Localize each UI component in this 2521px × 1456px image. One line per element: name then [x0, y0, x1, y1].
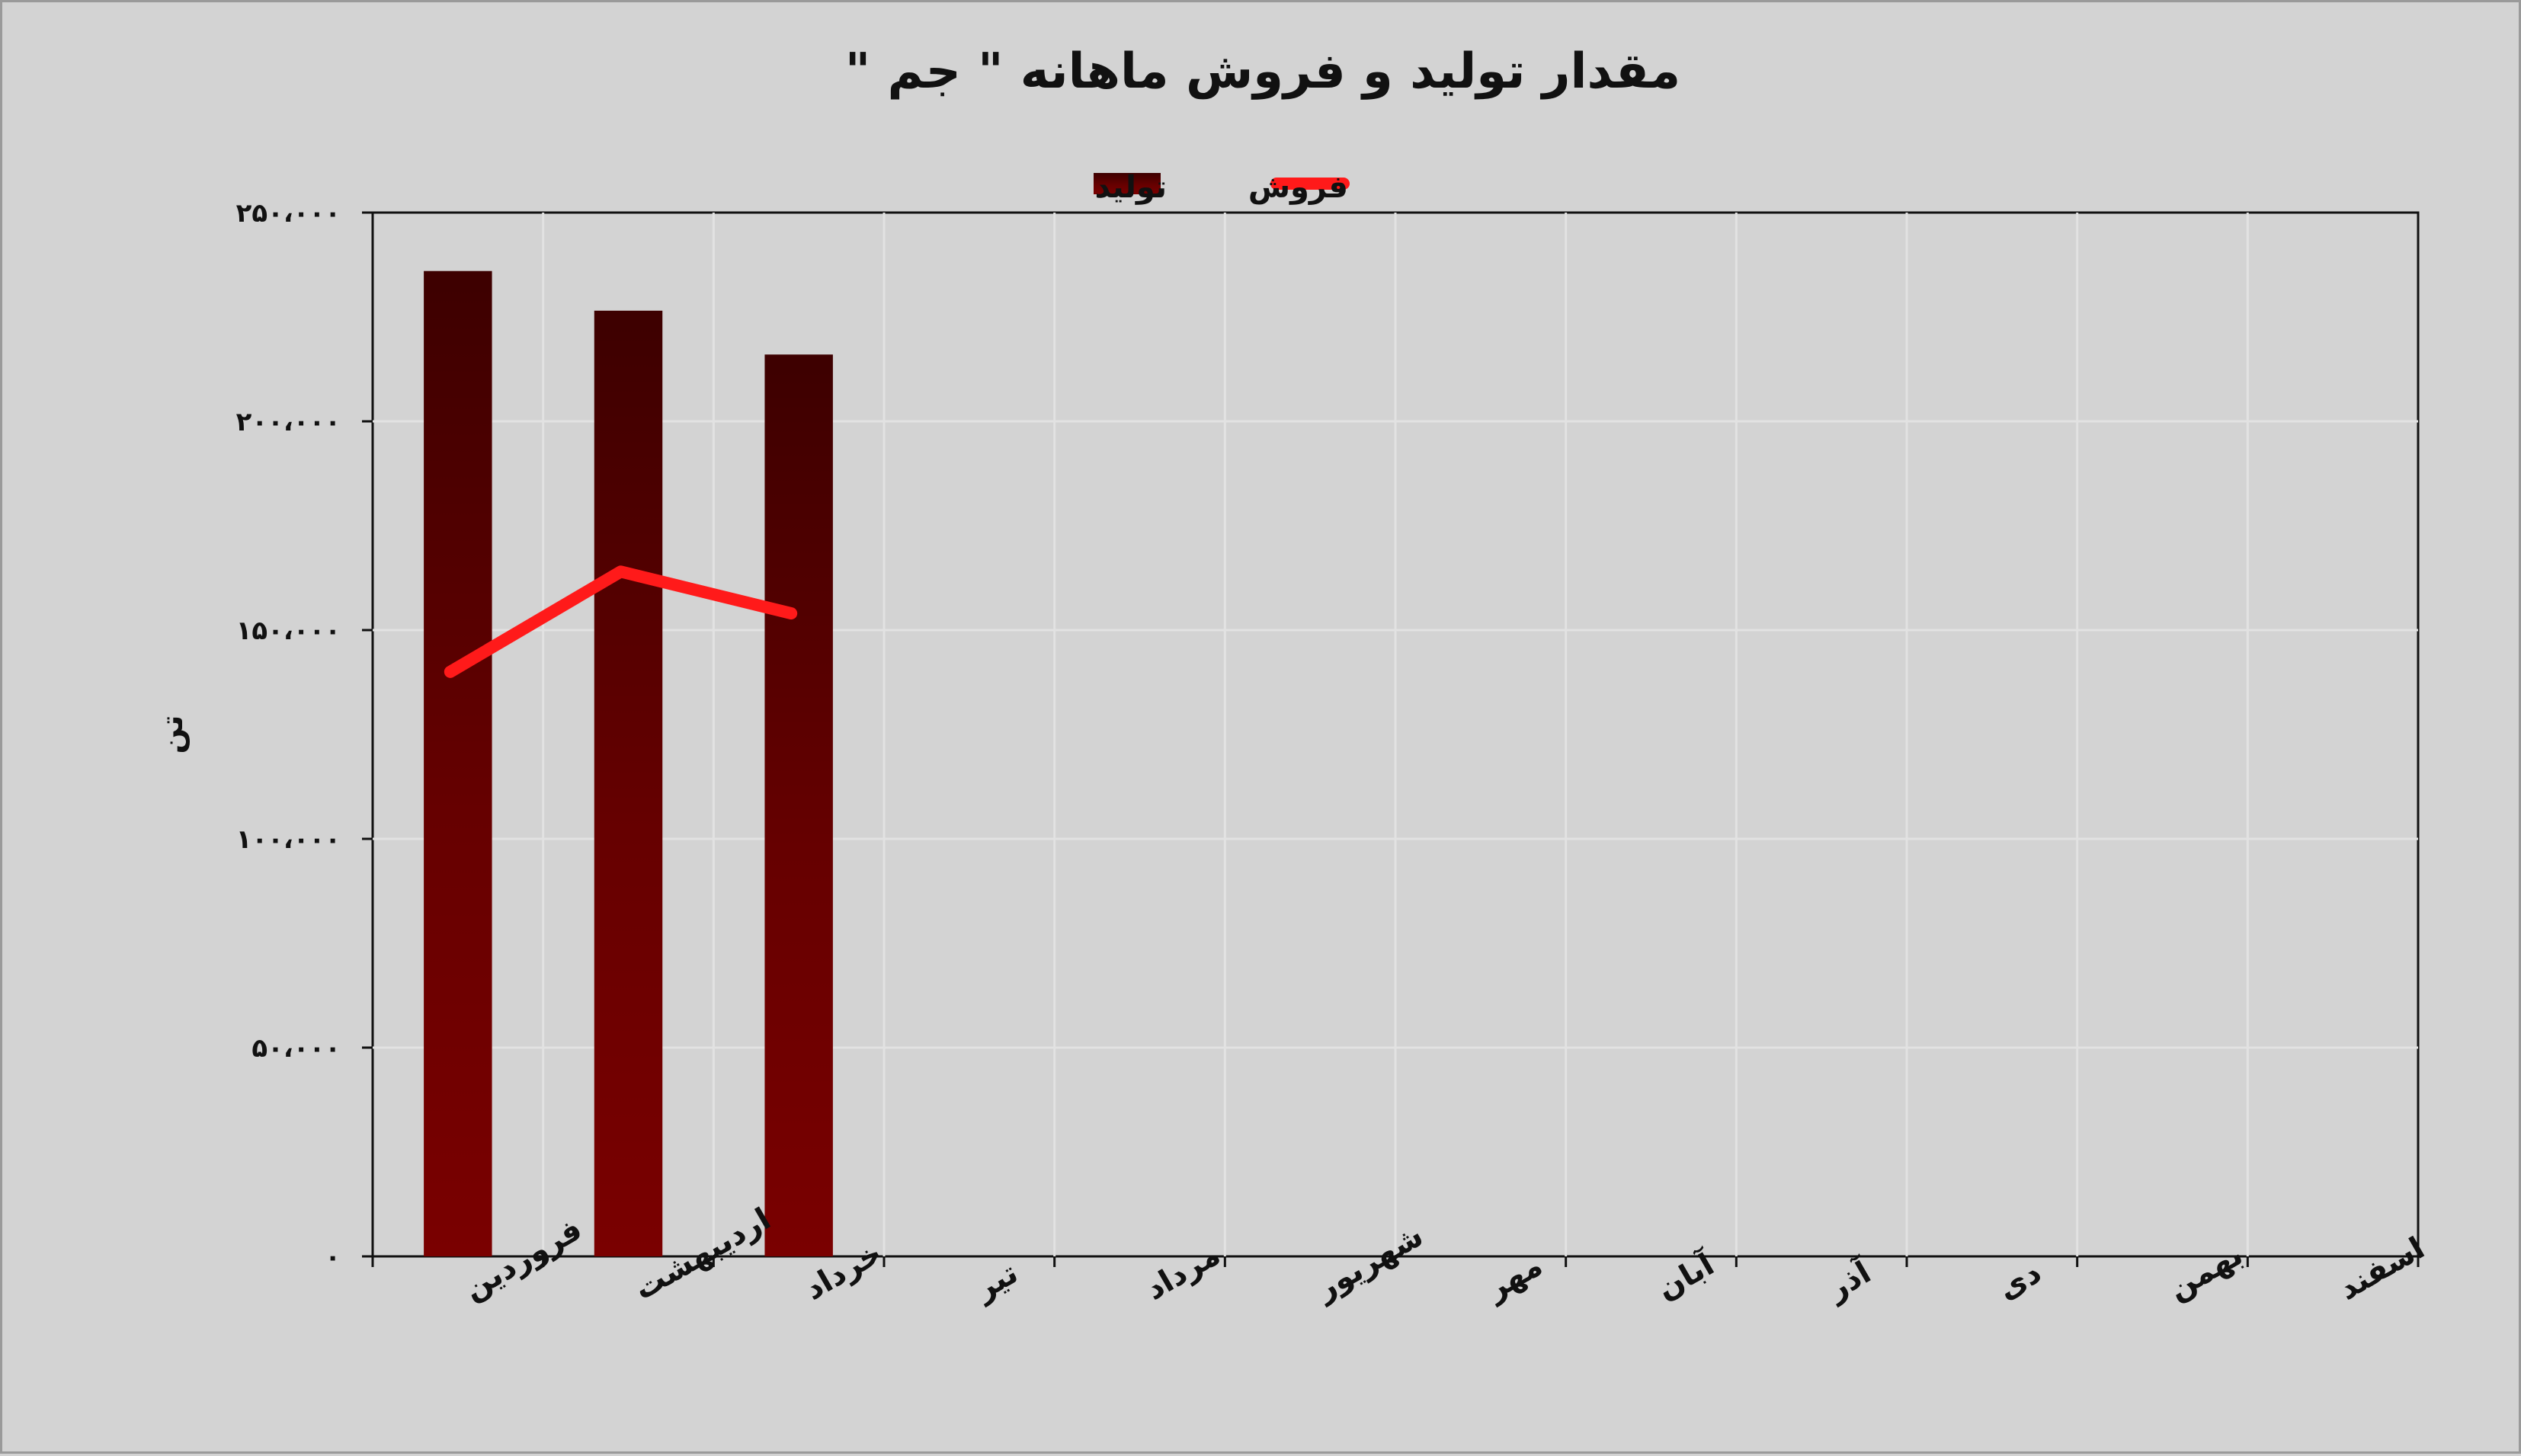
bar-production [764, 354, 833, 1256]
y-tick-label: ۲۵۰،۰۰۰ [236, 198, 341, 229]
legend-swatch-production [1094, 173, 1161, 194]
y-tick-label: ۵۰،۰۰۰ [251, 1033, 341, 1064]
grid-lines [373, 213, 2418, 1256]
x-tick-label: تیر [968, 1256, 1023, 1308]
sales-point [789, 611, 794, 616]
legend: تولید فروش [1094, 170, 1350, 205]
y-tick-label: ۱۰۰،۰۰۰ [236, 824, 341, 855]
x-tick-label: آذر [1819, 1253, 1878, 1308]
sales-point [447, 669, 453, 674]
sales-line-group [444, 565, 798, 678]
bar-production [594, 310, 663, 1256]
production-bars [424, 270, 833, 1257]
legend-label-sales: فروش [1248, 170, 1348, 205]
y-tick-label: ۱۵۰،۰۰۰ [236, 616, 341, 646]
x-tick-label: دی [1992, 1255, 2048, 1307]
y-tick-label: ۰ [325, 1242, 341, 1272]
y-tick-label: ۲۰۰،۰۰۰ [236, 407, 341, 437]
sales-point [618, 569, 623, 574]
chart-title: مقدار تولید و فروش ماهانه " جم " [845, 43, 1680, 100]
bar-production [424, 270, 492, 1257]
y-axis-title: تن [155, 715, 190, 754]
y-axis-ticks: ۰ ۵۰،۰۰۰ ۱۰۰،۰۰۰ ۱۵۰،۰۰۰ ۲۰۰،۰۰۰ ۲۵۰،۰۰۰ [236, 198, 373, 1272]
legend-label-production: تولید [1094, 170, 1167, 205]
